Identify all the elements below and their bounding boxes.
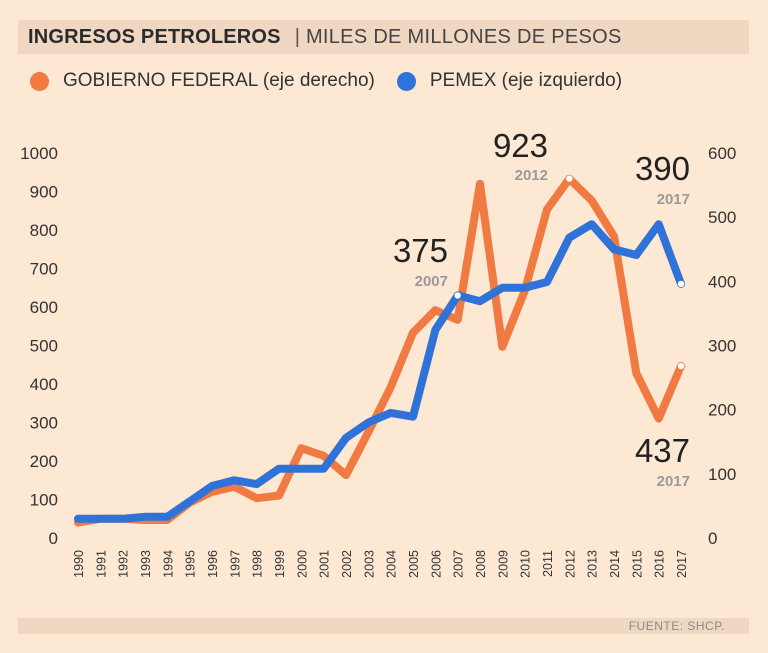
x-axis-tick-label: 1999 xyxy=(273,550,287,578)
legend: GOBIERNO FEDERAL (eje derecho) PEMEX (ej… xyxy=(30,66,644,96)
x-axis-tick-label: 2017 xyxy=(675,550,689,578)
legend-swatch-pemex xyxy=(396,71,416,91)
legend-label-pemex: PEMEX (eje izquierdo) xyxy=(429,70,623,91)
x-axis-tick-label: 2015 xyxy=(630,550,644,578)
x-axis-tick-label: 2009 xyxy=(496,550,510,578)
annotation-value: 437 xyxy=(635,432,690,469)
left-axis-tick-label: 700 xyxy=(30,260,58,279)
chart-title-bar: INGRESOS PETROLEROS | MILES DE MILLONES … xyxy=(18,20,749,54)
annotation-value: 375 xyxy=(393,232,448,269)
footer-bar: FUENTE: SHCP. xyxy=(18,618,749,634)
right-axis-tick-label: 600 xyxy=(708,144,736,163)
x-axis-tick-label: 2001 xyxy=(318,550,332,578)
x-axis-tick-label: 1992 xyxy=(117,550,131,578)
annotation-year: 2017 xyxy=(657,191,690,208)
legend-item-gobierno: GOBIERNO FEDERAL (eje derecho) xyxy=(30,70,375,92)
left-axis-tick-label: 500 xyxy=(30,337,58,356)
left-axis-tick-label: 300 xyxy=(30,414,58,433)
left-axis-tick-label: 900 xyxy=(30,183,58,202)
x-axis-tick-label: 1990 xyxy=(72,550,86,578)
left-axis-tick-label: 100 xyxy=(30,491,58,510)
series-line-gobierno xyxy=(74,174,685,527)
x-axis-tick-label: 1997 xyxy=(228,550,242,578)
x-axis-tick-label: 2000 xyxy=(295,550,309,578)
annotation-year: 2007 xyxy=(415,273,448,290)
left-axis-tick-label: 0 xyxy=(49,529,58,548)
line-chart: 0100200300400500600700800900100001002003… xyxy=(20,127,736,578)
x-axis-tick-label: 1991 xyxy=(94,550,108,578)
right-axis-tick-label: 300 xyxy=(708,337,736,356)
annotation-value: 390 xyxy=(635,150,690,187)
annotation-marker xyxy=(566,175,573,182)
x-axis-tick-label: 2016 xyxy=(653,550,667,578)
x-axis-tick-label: 1994 xyxy=(161,550,175,578)
series-line-pemex xyxy=(74,220,685,523)
left-axis-tick-label: 800 xyxy=(30,221,58,240)
x-axis-tick-label: 2002 xyxy=(340,550,354,578)
annotation-marker xyxy=(677,280,685,288)
x-axis-tick-label: 1998 xyxy=(251,550,265,578)
x-axis-tick-label: 2004 xyxy=(385,550,399,578)
annotation-year: 2012 xyxy=(515,167,548,184)
x-axis-tick-label: 2013 xyxy=(586,550,600,578)
x-axis-tick-label: 2008 xyxy=(474,550,488,578)
annotation-value: 923 xyxy=(493,127,548,164)
x-axis-tick-label: 2012 xyxy=(563,550,577,578)
x-axis-tick-label: 2003 xyxy=(362,550,376,578)
left-axis-tick-label: 400 xyxy=(30,375,58,394)
x-axis-tick-label: 2005 xyxy=(407,550,421,578)
source-note: FUENTE: SHCP. xyxy=(628,619,725,633)
annotation-marker xyxy=(454,292,461,299)
x-axis-tick-label: 2011 xyxy=(541,550,555,577)
x-axis-tick-label: 1993 xyxy=(139,550,153,578)
right-axis-tick-label: 200 xyxy=(708,401,736,420)
left-axis-tick-label: 1000 xyxy=(20,144,58,163)
x-axis-tick-label: 1995 xyxy=(184,550,198,578)
x-axis-tick-label: 2007 xyxy=(452,550,466,578)
legend-item-pemex: PEMEX (eje izquierdo) xyxy=(396,70,623,92)
left-axis-tick-label: 600 xyxy=(30,298,58,317)
annotation-marker xyxy=(677,362,685,370)
x-axis-tick-label: 2010 xyxy=(519,550,533,578)
left-axis-tick-label: 200 xyxy=(30,452,58,471)
x-axis-tick-label: 2006 xyxy=(429,550,443,578)
x-axis-tick-label: 2014 xyxy=(608,550,622,578)
legend-swatch-gobierno xyxy=(30,71,49,91)
x-axis-tick-label: 1996 xyxy=(206,550,220,578)
legend-label-gobierno: GOBIERNO FEDERAL (eje derecho) xyxy=(63,70,375,91)
right-axis-tick-label: 500 xyxy=(708,208,736,227)
title-separator: | xyxy=(294,25,300,48)
chart-subtitle: MILES DE MILLONES DE PESOS xyxy=(305,25,622,48)
annotation-year: 2017 xyxy=(657,473,690,490)
right-axis-tick-label: 0 xyxy=(708,529,717,548)
right-axis-tick-label: 400 xyxy=(708,272,736,291)
chart-title: INGRESOS PETROLEROS xyxy=(28,25,281,48)
right-axis-tick-label: 100 xyxy=(708,465,736,484)
